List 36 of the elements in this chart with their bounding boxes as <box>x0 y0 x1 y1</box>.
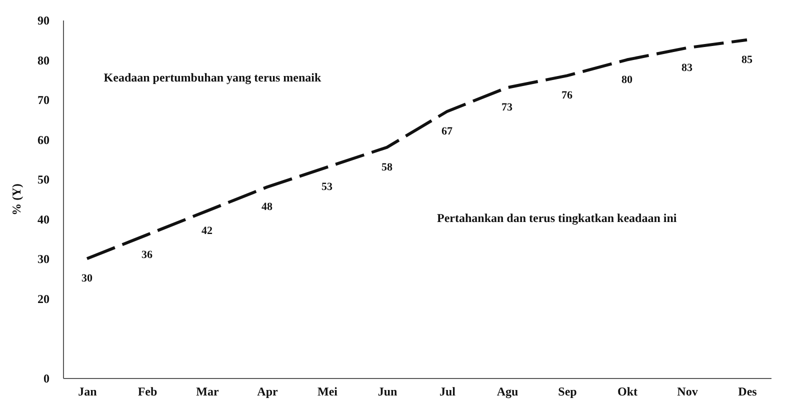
data-label: 48 <box>262 201 273 214</box>
y-tick-label: 20 <box>38 292 50 306</box>
data-label: 30 <box>82 272 93 285</box>
data-label: 76 <box>562 90 573 102</box>
data-label: 73 <box>502 102 513 114</box>
x-tick-label: Sep <box>558 384 578 398</box>
data-label: 42 <box>202 224 213 237</box>
x-tick-label: Jan <box>78 384 98 398</box>
x-tick-label: Apr <box>257 384 279 398</box>
data-label: 85 <box>742 54 753 66</box>
x-tick-label: Jul <box>439 384 456 398</box>
y-tick-label: 70 <box>38 93 50 108</box>
data-label: 36 <box>142 248 153 261</box>
y-tick-label: 0 <box>44 372 50 386</box>
x-tick-label: Des <box>738 384 758 398</box>
data-label: 83 <box>682 62 693 74</box>
x-tick-label: Nov <box>677 384 698 398</box>
annotation: Pertahankan dan terus tingkatkan keadaan ini <box>437 211 678 225</box>
y-tick-label: 80 <box>38 53 50 68</box>
y-tick-label: 90 <box>38 14 50 28</box>
x-tick-label: Feb <box>138 384 158 398</box>
data-label: 80 <box>622 74 633 86</box>
data-label: 53 <box>322 181 333 194</box>
y-tick-label: 40 <box>38 212 50 226</box>
y-axis-title: % (Y) <box>10 184 24 216</box>
x-tick-label: Agu <box>496 384 518 398</box>
data-label: 67 <box>442 125 453 138</box>
y-tick-label: 60 <box>38 132 50 147</box>
y-tick-label: 30 <box>38 252 50 266</box>
x-tick-label: Jun <box>378 384 398 398</box>
annotation: Keadaan pertumbuhan yang terus menaik <box>104 70 322 85</box>
x-tick-label: Okt <box>617 384 638 398</box>
x-tick-label: Mar <box>196 384 220 398</box>
x-tick-label: Mei <box>318 384 338 398</box>
y-tick-label: 50 <box>38 172 50 187</box>
data-label: 58 <box>382 161 393 174</box>
